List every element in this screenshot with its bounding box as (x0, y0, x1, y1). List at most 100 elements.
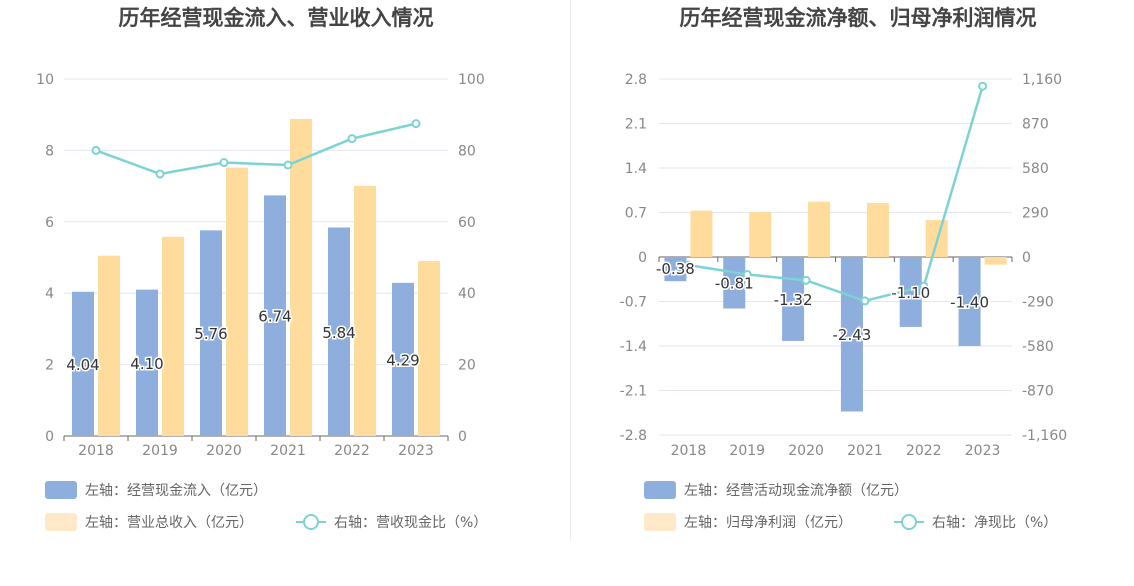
line-point (683, 260, 693, 270)
legend-line-marker (303, 514, 319, 530)
data-label: 5.84 (322, 324, 355, 342)
legend-item-label: 左轴：营业总收入（亿元） (85, 515, 253, 531)
y-right-tick-label: 0 (1022, 250, 1031, 266)
bar-primary (723, 257, 746, 309)
line-point (742, 269, 752, 279)
bar-primary (392, 282, 414, 436)
x-tick-label: 2023 (965, 443, 1001, 459)
bar-secondary (354, 185, 376, 436)
legend-item-label: 右轴：营收现金比（%） (334, 515, 487, 531)
bar-secondary (162, 236, 184, 436)
legend-line-marker (901, 514, 917, 530)
y-left-tick-label: 8 (45, 143, 54, 159)
data-label: 6.74 (258, 308, 291, 326)
x-tick-label: 2021 (270, 443, 306, 459)
line-point (411, 119, 421, 129)
data-label: -1.40 (950, 294, 989, 312)
data-label: -2.43 (833, 326, 872, 344)
y-right-tick-label: 870 (1022, 117, 1049, 133)
y-right-tick-label: 80 (458, 143, 476, 159)
x-tick-label: 2018 (671, 443, 707, 459)
legend-item-swatch (45, 481, 77, 499)
line-point (801, 275, 811, 285)
data-label: -1.32 (774, 291, 813, 309)
x-tick-label: 2019 (729, 443, 765, 459)
bar-secondary (690, 210, 713, 257)
y-right-tick-label: 40 (458, 286, 476, 302)
y-left-tick-label: 4 (45, 286, 54, 302)
line-point (978, 81, 988, 91)
data-label: 4.10 (130, 355, 163, 373)
x-tick-label: 2021 (847, 443, 883, 459)
line-point (91, 145, 101, 155)
y-left-tick-label: -2.1 (620, 384, 647, 400)
line-point (283, 160, 293, 170)
bar-secondary (418, 261, 440, 436)
chart-cashflow-revenue: 历年经营现金流入、营业收入情况 0 0 2 20 4 40 6 60 8 80 10 100 2018 20… (36, 6, 487, 531)
data-label: 5.76 (194, 325, 227, 343)
y-right-tick-label: 100 (458, 72, 485, 88)
y-right-tick-label: -1,160 (1022, 428, 1067, 444)
bar-secondary (749, 211, 772, 257)
bar-secondary (98, 255, 120, 436)
y-right-tick-label: 580 (1022, 161, 1049, 177)
y-right-tick-label: 20 (458, 358, 476, 374)
x-tick-label: 2019 (142, 443, 178, 459)
legend-item-swatch (644, 481, 676, 499)
data-label: 4.29 (386, 351, 419, 369)
y-left-tick-label: -2.8 (620, 428, 647, 444)
legend-item-label: 左轴：归母净利润（亿元） (684, 514, 852, 531)
legend-item-label: 左轴：经营现金流入（亿元） (85, 483, 267, 499)
bar-secondary (984, 257, 1007, 265)
line-series (688, 85, 984, 303)
y-left-tick-label: 0 (638, 250, 647, 266)
y-right-tick-label: 1,160 (1022, 72, 1062, 88)
bar-primary (200, 230, 222, 436)
legend-item-swatch (644, 513, 676, 531)
panel-divider (570, 0, 571, 540)
y-left-tick-label: 0.7 (625, 206, 647, 222)
bar-secondary (808, 201, 831, 257)
y-right-tick-label: 60 (458, 215, 476, 231)
bar-primary (72, 291, 94, 436)
y-left-tick-label: -1.4 (620, 339, 647, 355)
line-point (219, 158, 229, 168)
bar-primary (264, 195, 286, 436)
data-label: -1.10 (891, 284, 930, 302)
chart-net-cashflow-profit: 历年经营现金流净额、归母净利润情况 -2.8 -1,160 -2.1 -870 -1.4 -… (620, 6, 1067, 531)
chart-panel-left: 历年经营现金流入、营业收入情况 0 0 2 20 4 40 6 60 8 80 10 100 2018 20… (0, 0, 567, 582)
bar-primary (136, 289, 158, 436)
y-left-tick-label: -0.7 (620, 295, 647, 311)
x-tick-label: 2022 (906, 443, 942, 459)
line-point (155, 169, 165, 179)
y-right-tick-label: 0 (458, 429, 467, 445)
bar-secondary (866, 202, 889, 257)
legend-item-label: 左轴：经营活动现金流净额（亿元） (684, 483, 908, 499)
chart-panel-right: 历年经营现金流净额、归母净利润情况 -2.8 -1,160 -2.1 -870 -1.4 -… (567, 0, 1134, 582)
chart-title: 历年经营现金流入、营业收入情况 (119, 6, 434, 30)
y-left-tick-label: 2.1 (625, 117, 647, 133)
line-point (347, 134, 357, 144)
legend-item-label: 右轴：净现比（%） (932, 515, 1057, 531)
y-right-tick-label: 290 (1022, 206, 1049, 222)
line-point (919, 281, 929, 291)
y-left-tick-label: 2 (45, 358, 54, 374)
bar-primary (664, 257, 687, 282)
y-right-tick-label: -870 (1022, 384, 1054, 400)
x-tick-label: 2020 (206, 443, 242, 459)
y-left-tick-label: 0 (45, 429, 54, 445)
data-label: 4.04 (66, 356, 99, 374)
legend-item-swatch (45, 513, 77, 531)
y-left-tick-label: 1.4 (625, 161, 647, 177)
bar-primary (328, 227, 350, 436)
x-tick-label: 2018 (78, 443, 114, 459)
data-label: -0.81 (715, 275, 754, 293)
data-label: -0.38 (656, 260, 695, 278)
bar-primary (899, 257, 922, 327)
line-point (860, 296, 870, 306)
bar-secondary (290, 118, 312, 436)
y-right-tick-label: -580 (1022, 339, 1054, 355)
y-left-tick-label: 10 (36, 72, 54, 88)
y-right-tick-label: -290 (1022, 295, 1054, 311)
x-tick-label: 2023 (398, 443, 434, 459)
